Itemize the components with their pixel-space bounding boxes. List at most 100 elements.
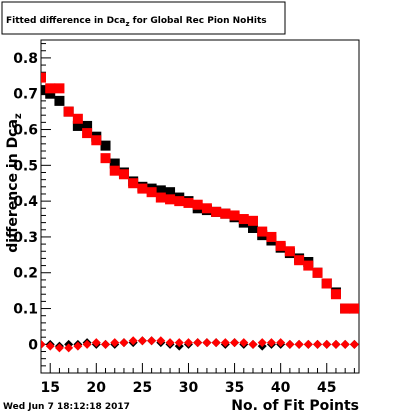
data-point-diamond	[165, 338, 175, 348]
data-point-diamond	[193, 338, 203, 348]
data-point-diamond	[230, 338, 240, 348]
y-tick-label: 0.1	[13, 302, 38, 318]
y-tick-label: 0.3	[13, 230, 38, 246]
tick-labels: 15 20 25 30 35 40 45 0 0.1 0.2 0.3 0.4 0.5 0.6 0.7 0.8	[13, 51, 336, 396]
data-point-diamond	[340, 339, 350, 349]
data-point-square	[100, 140, 111, 151]
data-point-square	[312, 267, 323, 278]
data-point-diamond	[202, 338, 212, 348]
data-point-square	[266, 231, 277, 242]
x-tick-label: 35	[225, 380, 244, 396]
data-point-square	[146, 187, 157, 198]
x-tick-label: 25	[133, 380, 152, 396]
data-point-diamond	[82, 339, 92, 349]
data-point-square	[72, 113, 83, 124]
data-point-diamond	[248, 339, 258, 349]
data-point-square	[54, 83, 65, 94]
data-point-square	[201, 203, 212, 214]
data-point-square	[155, 185, 166, 196]
data-point-square	[109, 165, 120, 176]
data-point-square	[211, 206, 222, 217]
data-point-square	[321, 278, 332, 289]
data-point-diamond	[239, 338, 249, 348]
x-tick-label: 45	[317, 380, 336, 396]
data-point-diamond	[54, 343, 64, 353]
data-markers	[41, 72, 359, 353]
data-point-diamond	[128, 336, 138, 346]
data-point-diamond	[147, 336, 157, 346]
data-point-diamond	[156, 336, 166, 346]
data-point-diamond	[119, 338, 129, 348]
chart-title: Fitted difference in Dcaz for Global Rec…	[6, 16, 267, 28]
data-point-diamond	[303, 339, 313, 349]
x-tick-label: 30	[179, 380, 199, 396]
data-point-square	[41, 85, 46, 96]
data-point-square	[72, 120, 83, 131]
data-point-diamond	[322, 339, 332, 349]
data-point-diamond	[45, 341, 55, 351]
data-point-diamond	[64, 343, 74, 353]
data-point-square	[174, 196, 185, 207]
data-point-square	[165, 187, 176, 198]
data-point-square	[165, 194, 176, 205]
y-axis-title: difference in Dcaz	[5, 113, 24, 253]
data-point-square	[275, 240, 286, 251]
data-point-square	[63, 106, 74, 117]
date-stamp: Wed Jun 7 18:12:18 2017	[3, 402, 130, 412]
data-point-square	[183, 197, 194, 208]
data-point-diamond	[294, 339, 304, 349]
y-tick-label: 0	[28, 337, 38, 353]
data-point-square	[45, 88, 56, 99]
y-tick-label: 0.7	[13, 87, 38, 103]
data-point-square	[137, 183, 148, 194]
data-point-square	[128, 178, 139, 189]
data-point-square	[54, 95, 65, 106]
data-point-diamond	[101, 339, 111, 349]
data-point-square	[91, 135, 102, 146]
data-point-square	[82, 120, 93, 131]
data-point-diamond	[73, 341, 83, 351]
data-point-square	[155, 192, 166, 203]
data-point-square	[192, 199, 203, 210]
y-tick-label: 0.6	[13, 123, 38, 139]
data-point-square	[100, 153, 111, 164]
x-tick-label: 20	[87, 380, 107, 396]
data-point-square	[248, 222, 258, 233]
data-point-diamond	[285, 339, 295, 349]
data-point-square	[294, 255, 305, 266]
title-box	[1, 1, 286, 35]
data-point-square	[109, 158, 120, 169]
data-point-diamond	[110, 338, 120, 348]
data-point-square	[303, 260, 314, 271]
data-point-diamond	[137, 336, 147, 346]
data-point-square	[284, 246, 295, 257]
data-point-square	[220, 208, 231, 219]
y-tick-label: 0.4	[13, 194, 38, 210]
data-point-diamond	[313, 339, 323, 349]
x-tick-label: 15	[40, 380, 59, 396]
data-point-diamond	[211, 338, 221, 348]
data-point-square	[238, 214, 249, 225]
y-tick-label: 0.5	[13, 158, 38, 174]
data-point-square	[118, 169, 129, 180]
data-point-square	[257, 226, 268, 237]
data-point-square	[41, 72, 46, 83]
x-tick-label: 40	[271, 380, 291, 396]
data-point-square	[45, 83, 56, 94]
data-point-square	[330, 289, 341, 300]
y-tick-label: 0.8	[13, 51, 38, 67]
data-point-diamond	[276, 338, 286, 348]
data-point-diamond	[220, 338, 230, 348]
x-axis-title: No. of Fit Points	[231, 398, 359, 414]
data-point-diamond	[174, 338, 184, 348]
data-point-diamond	[183, 338, 193, 348]
data-point-square	[82, 128, 93, 139]
data-point-square	[349, 303, 359, 314]
data-point-diamond	[266, 338, 276, 348]
data-point-diamond	[349, 339, 359, 349]
data-point-square	[229, 210, 240, 221]
data-point-square	[340, 303, 351, 314]
plot-frame	[40, 39, 360, 374]
y-tick-label: 0.2	[13, 266, 38, 282]
